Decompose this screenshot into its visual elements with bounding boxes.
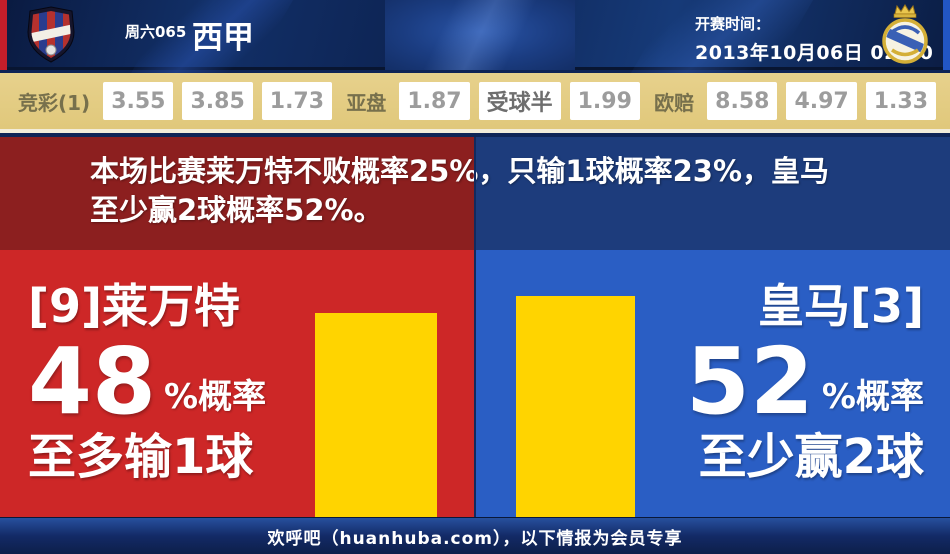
home-percent-suffix: %概率 (164, 377, 267, 417)
panel-divider (474, 137, 476, 517)
odds-bar: 竞彩(1) 3.55 3.85 1.73 亚盘 1.87 受球半 1.99 欧赔… (0, 73, 950, 133)
asian-home-odds: 1.87 (399, 82, 470, 120)
kickoff-time: 2013年10月06日 02:00 (695, 42, 934, 64)
levante-crest-icon (27, 6, 75, 63)
away-percent-row: 52 %概率 (476, 328, 924, 435)
home-percent-value: 48 (28, 328, 157, 435)
left-edge-strip (0, 0, 7, 70)
jingcai-home-odds: 3.55 (103, 82, 174, 120)
jingcai-draw-odds: 3.85 (182, 82, 253, 120)
jingcai-label: 竞彩(1) (18, 90, 91, 115)
euro-home-odds: 8.58 (707, 82, 778, 120)
jingcai-away-odds: 1.73 (261, 82, 333, 120)
kickoff-info: 开赛时间： 2013年10月06日 02:00 (695, 13, 933, 65)
right-edge-strip (943, 0, 950, 70)
asian-handicap-group: 亚盘 1.87 受球半 1.99 (346, 82, 640, 120)
home-percent-row: 48 %概率 (28, 328, 474, 435)
prediction-line-2: 至少赢2球概率52%。 (90, 193, 383, 227)
real-madrid-crest-icon (882, 4, 928, 64)
site-logo-background (385, 0, 575, 70)
probability-panels: [9]莱万特 48 %概率 至多输1球 皇马[3] 52 %概率 至少赢2球 (0, 137, 950, 517)
away-percent-value: 52 (685, 328, 814, 435)
euro-odds-label: 欧赔 (654, 90, 695, 115)
euro-odds-group: 欧赔 8.58 4.97 1.33 (654, 82, 936, 120)
kickoff-label: 开赛时间： (695, 15, 771, 33)
footer-bar: 欢呼吧（huanhuba.com），以下情报为会员专享 (0, 517, 950, 554)
euro-draw-odds: 4.97 (786, 82, 857, 120)
league-name: 西甲 (192, 20, 254, 56)
asian-away-odds: 1.99 (569, 82, 640, 120)
prediction-line-1: 本场比赛莱万特不败概率25%，只输1球概率23%，皇马 (90, 154, 830, 188)
away-percent-suffix: %概率 (821, 377, 924, 417)
away-team-name: 皇马[3] (757, 279, 924, 333)
away-outcome-text: 至少赢2球 (698, 429, 924, 485)
home-team-name: [9]莱万特 (28, 279, 241, 333)
away-probability-bar (516, 296, 635, 517)
match-code: 周六065 (125, 23, 187, 41)
prediction-text: 本场比赛莱万特不败概率25%，只输1球概率23%，皇马 至少赢2球概率52%。 (0, 137, 950, 230)
home-probability-bar (315, 313, 437, 517)
header-bar: 周六065 西甲 足球魔方 开赛时间： 2013年10月06日 02:00 (0, 0, 950, 70)
euro-away-odds: 1.33 (865, 82, 936, 120)
home-outcome-text: 至多输1球 (28, 429, 254, 485)
footer-text: 欢呼吧（huanhuba.com），以下情报为会员专享 (267, 528, 683, 549)
jingcai-odds-group: 竞彩(1) 3.55 3.85 1.73 (18, 82, 333, 120)
asian-handicap-line: 受球半 (478, 82, 561, 120)
asian-handicap-label: 亚盘 (346, 90, 387, 115)
